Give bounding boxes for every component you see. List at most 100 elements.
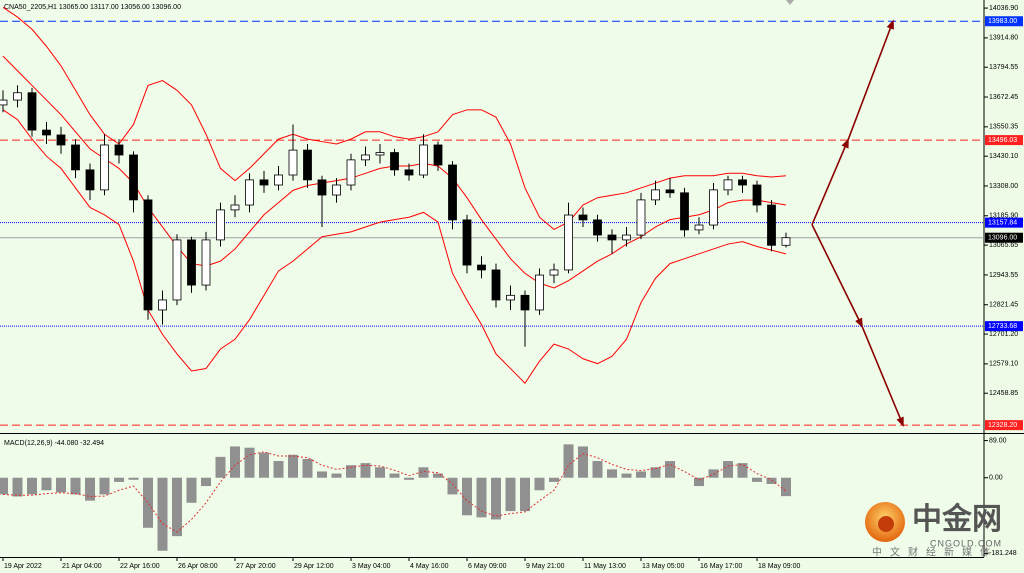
- macd-bar: [766, 477, 777, 484]
- macd-bar: [201, 477, 211, 487]
- y-tick-label: 12943.55: [989, 272, 1018, 279]
- level-tag: [985, 420, 1023, 431]
- candle-body: [448, 164, 457, 221]
- candle-body: [404, 169, 414, 176]
- x-tick-label: 11 May 13:00: [584, 563, 626, 570]
- x-tick-label: 26 Apr 08:00: [178, 563, 218, 570]
- candle-body: [419, 144, 428, 176]
- candle-body: [230, 204, 240, 211]
- x-tick-label: 9 May 21:00: [526, 563, 565, 570]
- candle-body: [172, 239, 182, 301]
- candle-body: [694, 224, 704, 231]
- y-tick-label: 12821.45: [989, 302, 1018, 309]
- candle-body: [433, 144, 443, 166]
- candle-body: [767, 204, 776, 246]
- macd-bar: [331, 473, 342, 478]
- candle-body: [361, 154, 370, 161]
- macd-bar: [563, 444, 574, 478]
- macd-bar: [505, 477, 516, 512]
- macd-bar: [650, 467, 661, 478]
- y-tick-label: 12458.85: [989, 390, 1018, 397]
- macd-bar: [41, 477, 52, 491]
- y-tick-label: 12701.20: [989, 331, 1018, 338]
- macd-bar: [70, 477, 81, 495]
- candle-body: [317, 179, 327, 196]
- candle-body: [622, 234, 631, 241]
- macd-y-tick-label: 89.00: [989, 437, 1007, 444]
- y-tick-label: 13794.55: [989, 64, 1018, 71]
- macd-bar: [244, 447, 255, 478]
- y-tick-label: 14036.90: [989, 5, 1018, 12]
- macd-bar: [534, 477, 545, 491]
- level-label: 13983.00: [988, 18, 1017, 25]
- macd-bar: [172, 477, 182, 537]
- projection-arrow: [861, 325, 904, 427]
- candle-body: [332, 184, 341, 196]
- x-tick-label: 21 Apr 04:00: [62, 563, 102, 570]
- candle-body: [607, 234, 617, 241]
- macd-bar: [520, 477, 530, 512]
- candle-body: [129, 154, 138, 201]
- candle-body: [346, 159, 356, 186]
- macd-bar: [781, 477, 791, 497]
- macd-bar: [578, 446, 588, 478]
- macd-bar: [375, 467, 385, 478]
- candle-body: [651, 189, 660, 201]
- candle-body: [535, 274, 544, 311]
- macd-bar: [636, 471, 646, 478]
- macd-bar: [418, 467, 429, 478]
- candle-body: [42, 129, 51, 136]
- x-tick-label: 6 May 09:00: [468, 563, 507, 570]
- macd-bar: [389, 473, 400, 478]
- logo-site: CNGOLD.COM: [930, 538, 1002, 548]
- candle-body: [665, 189, 675, 194]
- macd-bar: [708, 469, 719, 478]
- macd-bar: [621, 473, 632, 478]
- y-tick-label: 13672.45: [989, 94, 1018, 101]
- candle-body: [303, 149, 312, 181]
- level-tag: [985, 321, 1023, 332]
- y-tick-label: 13185.90: [989, 213, 1018, 220]
- x-tick-label: 27 Apr 20:00: [236, 563, 276, 570]
- level-tag: [985, 232, 1023, 243]
- candle-body: [375, 152, 385, 156]
- level-label: 12733.68: [988, 323, 1017, 330]
- y-tick-label: 13308.00: [989, 183, 1018, 190]
- candle-body: [201, 239, 211, 286]
- candle-body: [245, 179, 254, 206]
- macd-bar: [99, 477, 110, 495]
- macd-bar: [665, 461, 675, 478]
- bollinger-band: [2, 109, 787, 384]
- macd-signal: [2, 451, 787, 533]
- macd-bar: [404, 477, 414, 480]
- candle-body: [13, 92, 22, 101]
- candle-body: [781, 237, 791, 246]
- level-tag: [985, 217, 1023, 228]
- candle-body: [85, 169, 95, 191]
- macd-bar: [462, 477, 472, 516]
- candle-body: [390, 152, 399, 171]
- logo-slogan: 中文财经新媒体: [872, 546, 998, 559]
- macd-bar: [230, 446, 240, 478]
- macd-bar: [143, 477, 153, 528]
- macd-bar: [128, 477, 139, 480]
- macd-bar: [752, 477, 762, 482]
- candle-body: [477, 264, 486, 271]
- macd-bar: [12, 477, 23, 497]
- y-tick-label: 13065.65: [989, 242, 1018, 249]
- macd-bar: [273, 461, 284, 478]
- projection-arrow: [811, 224, 863, 328]
- macd-bar: [186, 477, 197, 503]
- level-label: 13496.03: [988, 137, 1017, 144]
- candle-body: [636, 199, 646, 236]
- candle-body: [462, 219, 472, 266]
- candle-body: [158, 299, 167, 311]
- candle-body: [56, 134, 66, 146]
- macd-bar: [360, 463, 371, 478]
- macd-bar: [723, 461, 733, 478]
- candle-body: [114, 144, 124, 156]
- macd-bar: [447, 477, 458, 495]
- y-tick-label: 12579.10: [989, 361, 1018, 368]
- candle-body: [520, 294, 530, 311]
